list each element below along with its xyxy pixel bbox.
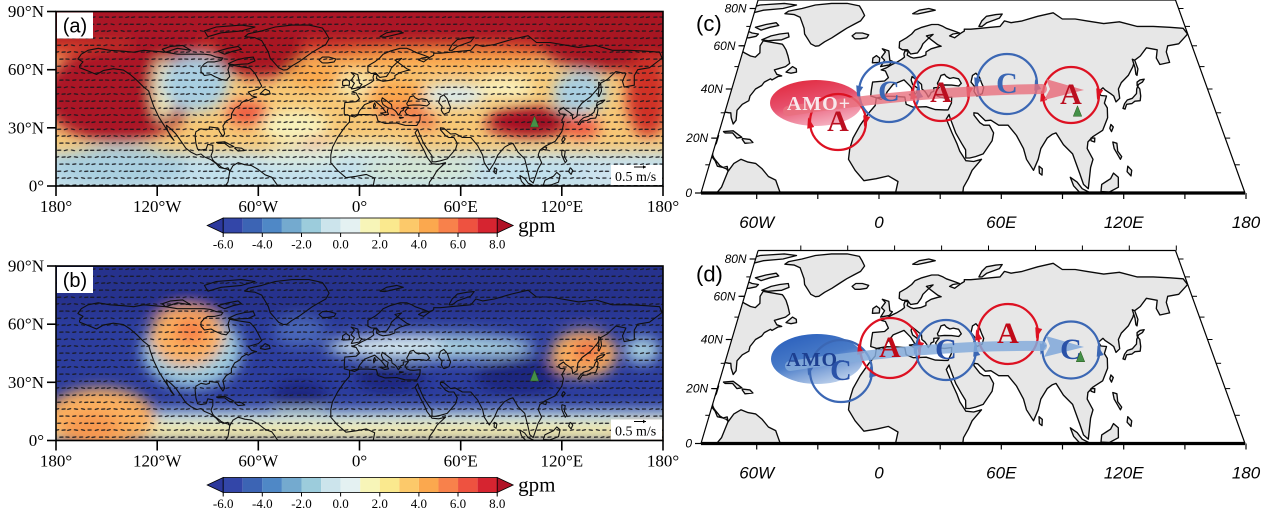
svg-text:0.0: 0.0 bbox=[332, 496, 348, 511]
svg-text:gpm: gpm bbox=[518, 213, 555, 237]
svg-text:-4.0: -4.0 bbox=[252, 237, 273, 252]
svg-text:-2.0: -2.0 bbox=[291, 496, 312, 511]
svg-text:AMO-: AMO- bbox=[786, 349, 846, 371]
svg-text:(d): (d) bbox=[696, 262, 723, 287]
svg-text:-4.0: -4.0 bbox=[252, 496, 273, 511]
svg-text:60E: 60E bbox=[986, 464, 1017, 483]
svg-text:120°W: 120°W bbox=[133, 452, 182, 471]
svg-text:A: A bbox=[930, 76, 952, 109]
svg-text:30°N: 30°N bbox=[8, 373, 44, 392]
svg-text:gpm: gpm bbox=[518, 473, 555, 497]
svg-text:180: 180 bbox=[1232, 213, 1261, 232]
svg-text:0°: 0° bbox=[29, 177, 44, 196]
svg-text:90°N: 90°N bbox=[8, 257, 44, 276]
svg-text:60°W: 60°W bbox=[238, 197, 279, 216]
svg-text:0.5 m/s: 0.5 m/s bbox=[615, 170, 656, 185]
svg-text:-2.0: -2.0 bbox=[291, 237, 312, 252]
svg-text:2.0: 2.0 bbox=[372, 237, 388, 252]
svg-text:4.0: 4.0 bbox=[411, 237, 427, 252]
svg-text:C: C bbox=[996, 67, 1018, 100]
svg-text:AMO+: AMO+ bbox=[787, 93, 851, 115]
svg-text:60°W: 60°W bbox=[238, 452, 279, 471]
svg-text:60N: 60N bbox=[713, 39, 735, 53]
svg-text:40N: 40N bbox=[701, 82, 723, 96]
svg-text:80N: 80N bbox=[725, 252, 747, 266]
svg-text:A: A bbox=[1060, 78, 1082, 111]
svg-text:0°: 0° bbox=[29, 431, 44, 450]
svg-text:6.0: 6.0 bbox=[450, 496, 466, 511]
svg-text:0.5 m/s: 0.5 m/s bbox=[615, 425, 656, 440]
svg-text:180°: 180° bbox=[40, 452, 72, 471]
svg-text:60°E: 60°E bbox=[444, 197, 478, 216]
svg-text:90°N: 90°N bbox=[8, 2, 44, 21]
svg-text:-6.0: -6.0 bbox=[213, 496, 234, 511]
svg-text:4.0: 4.0 bbox=[411, 496, 427, 511]
svg-text:60°N: 60°N bbox=[8, 60, 44, 79]
svg-text:60°E: 60°E bbox=[444, 452, 478, 471]
svg-text:180°: 180° bbox=[647, 452, 679, 471]
svg-text:C: C bbox=[878, 75, 900, 108]
svg-text:C: C bbox=[935, 333, 957, 366]
svg-text:0°: 0° bbox=[352, 197, 367, 216]
svg-text:80N: 80N bbox=[725, 2, 747, 16]
svg-text:(b): (b) bbox=[63, 270, 87, 292]
svg-text:C: C bbox=[830, 354, 852, 387]
svg-text:60N: 60N bbox=[713, 289, 735, 303]
svg-text:60W: 60W bbox=[739, 213, 776, 232]
svg-text:60W: 60W bbox=[739, 464, 776, 483]
svg-text:A: A bbox=[879, 331, 901, 364]
svg-text:0: 0 bbox=[685, 186, 692, 200]
svg-text:(a): (a) bbox=[63, 16, 87, 38]
svg-text:180°: 180° bbox=[647, 197, 679, 216]
svg-text:60°N: 60°N bbox=[8, 315, 44, 334]
svg-text:(c): (c) bbox=[696, 11, 722, 36]
svg-text:0.0: 0.0 bbox=[332, 237, 348, 252]
svg-text:120°W: 120°W bbox=[133, 197, 182, 216]
svg-text:20N: 20N bbox=[685, 382, 708, 396]
svg-text:2.0: 2.0 bbox=[372, 496, 388, 511]
svg-text:120°E: 120°E bbox=[540, 452, 583, 471]
svg-text:-6.0: -6.0 bbox=[213, 237, 234, 252]
svg-text:0: 0 bbox=[874, 213, 884, 232]
svg-text:C: C bbox=[1060, 333, 1082, 366]
svg-text:8.0: 8.0 bbox=[489, 237, 505, 252]
svg-text:180: 180 bbox=[1232, 464, 1261, 483]
svg-text:120°E: 120°E bbox=[540, 197, 583, 216]
svg-text:40N: 40N bbox=[701, 333, 723, 347]
svg-text:6.0: 6.0 bbox=[450, 237, 466, 252]
svg-text:0: 0 bbox=[685, 437, 692, 451]
svg-text:30°N: 30°N bbox=[8, 118, 44, 137]
svg-text:0: 0 bbox=[874, 464, 884, 483]
svg-text:8.0: 8.0 bbox=[489, 496, 505, 511]
svg-text:A: A bbox=[997, 317, 1019, 350]
svg-text:A: A bbox=[827, 105, 849, 138]
svg-text:120E: 120E bbox=[1104, 464, 1144, 483]
svg-text:120E: 120E bbox=[1104, 213, 1144, 232]
svg-text:0°: 0° bbox=[352, 452, 367, 471]
svg-text:60E: 60E bbox=[986, 213, 1017, 232]
svg-text:180°: 180° bbox=[40, 197, 72, 216]
svg-text:20N: 20N bbox=[685, 131, 708, 145]
